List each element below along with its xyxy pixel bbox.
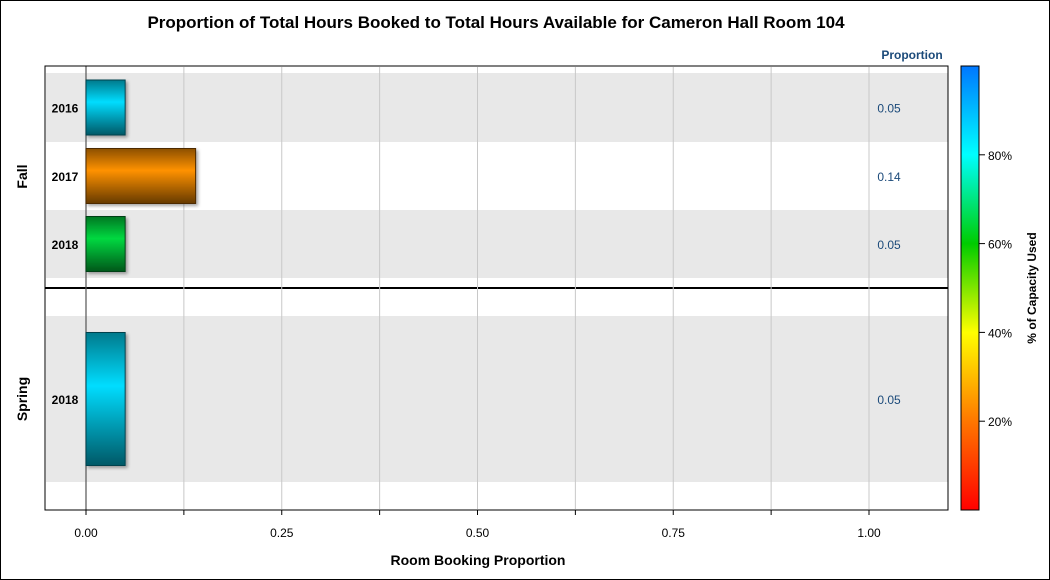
value-label-spring-2018: 0.05: [877, 393, 901, 407]
value-labels: 0.05 0.14 0.05 0.05: [877, 102, 901, 408]
legend-tick-label: 40%: [988, 326, 1012, 340]
legend-tick-label: 20%: [988, 415, 1012, 429]
value-label-fall-2017: 0.14: [877, 170, 901, 184]
proportion-column-header: Proportion: [881, 48, 942, 62]
row-labels: 2016 2017 2018 2018: [52, 102, 79, 408]
row-label-fall-2017: 2017: [52, 170, 79, 184]
legend-tick-label: 80%: [988, 149, 1012, 163]
x-tick-label: 0.25: [270, 526, 294, 540]
row-label-spring-2018: 2018: [52, 393, 79, 407]
row-band: [46, 73, 948, 142]
color-legend-title: % of Capacity Used: [1025, 232, 1039, 343]
group-labels: Fall Spring: [14, 164, 30, 421]
row-label-fall-2018: 2018: [52, 238, 79, 252]
x-tick-label: 0.50: [466, 526, 490, 540]
plot-area-border: [44, 65, 949, 511]
row-bands: [46, 73, 948, 482]
group-label-spring: Spring: [14, 377, 30, 421]
color-legend: 20% 40% 60% 80% % of Capacity Used: [960, 65, 1039, 511]
x-axis-label: Room Booking Proportion: [391, 552, 566, 568]
x-tick-label: 0.00: [74, 526, 98, 540]
x-tick-label: 0.75: [662, 526, 686, 540]
value-label-fall-2018: 0.05: [877, 238, 901, 252]
row-band: [46, 210, 948, 278]
color-legend-ticks: 20% 40% 60% 80%: [979, 149, 1012, 429]
bar-fall-2018: [85, 216, 126, 272]
legend-tick-label: 60%: [988, 238, 1012, 252]
x-axis-ticks: 0.00 0.25 0.50 0.75 1.00: [74, 510, 881, 540]
x-tick-label: 1.00: [857, 526, 881, 540]
row-band: [46, 316, 948, 482]
value-label-fall-2016: 0.05: [877, 102, 901, 116]
chart-title: Proportion of Total Hours Booked to Tota…: [147, 13, 845, 32]
gridlines: [45, 66, 948, 510]
group-label-fall: Fall: [14, 164, 30, 188]
bars: [85, 79, 197, 466]
row-label-fall-2016: 2016: [52, 102, 79, 116]
bar-fall-2016: [85, 79, 126, 136]
color-legend-bar: [960, 65, 980, 511]
bar-spring-2018: [85, 332, 126, 466]
bar-fall-2017: [85, 148, 197, 204]
